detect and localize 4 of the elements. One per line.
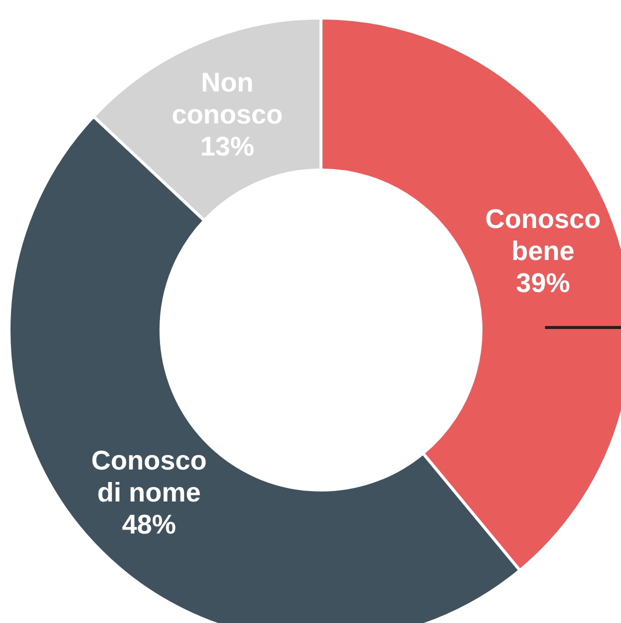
slice-label: Conosco di nome	[91, 446, 207, 508]
data-label: 39%	[516, 268, 570, 298]
data-label: 48%	[122, 510, 176, 540]
slice-label: Conosco bene	[485, 204, 601, 266]
